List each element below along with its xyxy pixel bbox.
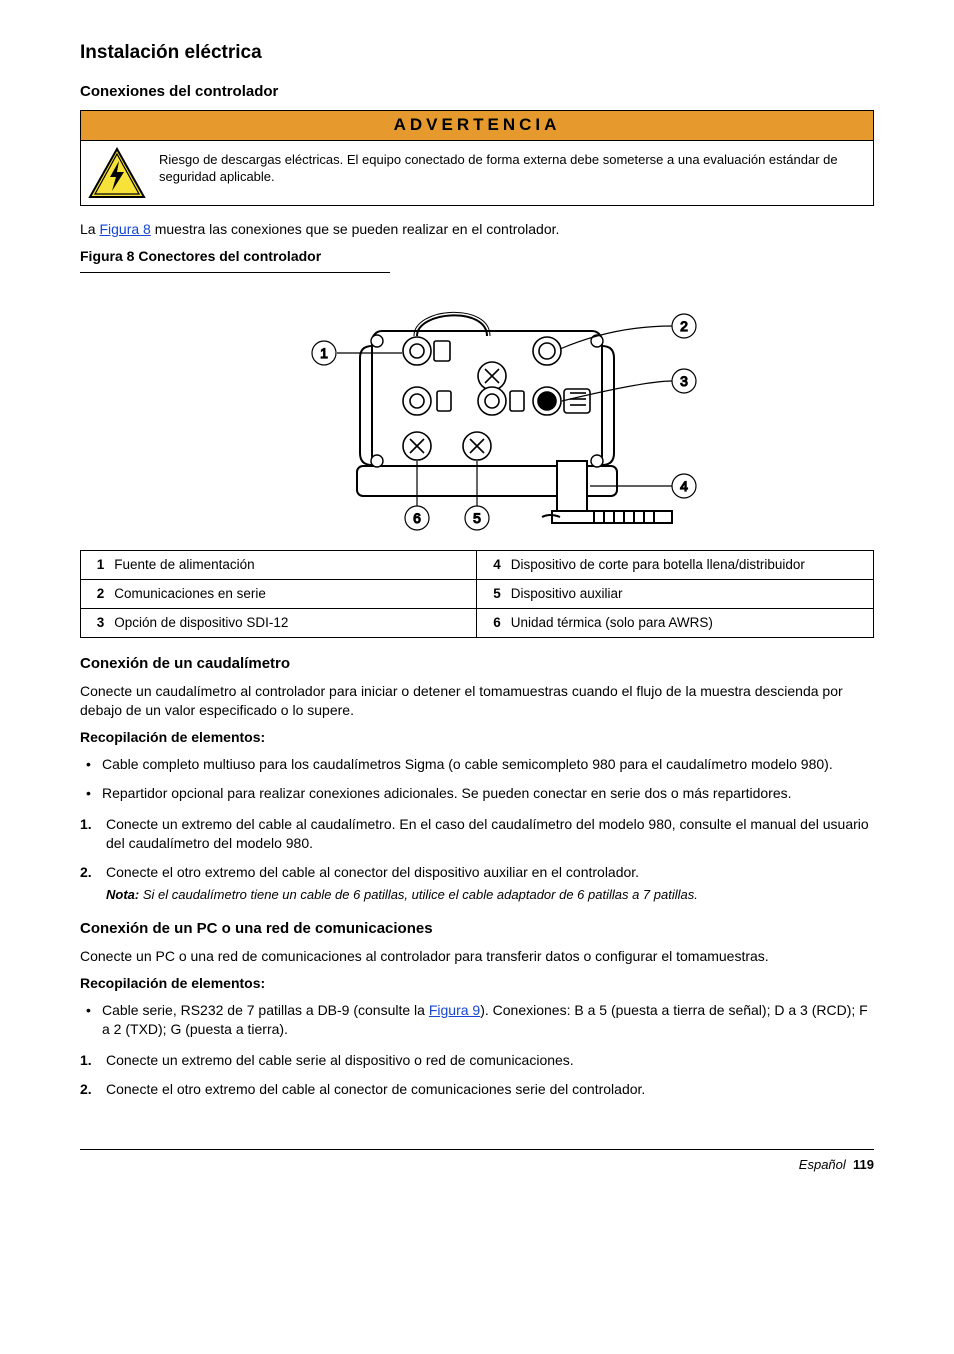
list-item: Conecte el otro extremo del cable al con… [80,1080,874,1099]
footer-language: Español [799,1157,846,1172]
figure-9-link[interactable]: Figura 9 [429,1002,480,1018]
note: Nota: Si el caudalímetro tiene un cable … [106,886,874,904]
svg-text:2: 2 [680,318,688,334]
cell-text: Dispositivo de corte para botella llena/… [501,550,874,579]
figure-8-link[interactable]: Figura 8 [99,221,150,237]
cell-num: 1 [81,550,105,579]
intro-prefix: La [80,221,99,237]
list-item: Conecte el otro extremo del cable al con… [80,863,874,903]
table-row: 1 Fuente de alimentación 4 Dispositivo d… [81,550,874,579]
warning-text: Riesgo de descargas eléctricas. El equip… [153,141,873,205]
figure-8-image: 1 2 3 4 5 6 [80,281,874,536]
cell-num: 6 [477,608,501,637]
footer-page-number: 119 [853,1157,874,1172]
cell-text: Comunicaciones en serie [104,579,477,608]
cell-text: Dispositivo auxiliar [501,579,874,608]
svg-text:1: 1 [320,345,328,361]
svg-text:4: 4 [680,478,688,494]
list-item: Conecte un extremo del cable serie al di… [80,1051,874,1070]
warning-header: ADVERTENCIA [81,111,873,141]
list-item: Conecte un extremo del cable al caudalím… [80,815,874,853]
section2-intro: Conecte un caudalímetro al controlador p… [80,682,874,720]
section-controller-connections-heading: Conexiones del controlador [80,82,874,102]
cell-text: Fuente de alimentación [104,550,477,579]
list-item: Cable completo multiuso para los caudalí… [80,755,874,774]
cell-text: Opción de dispositivo SDI-12 [104,608,477,637]
connector-table: 1 Fuente de alimentación 4 Dispositivo d… [80,550,874,639]
section2-bullets: Cable completo multiuso para los caudalí… [80,755,874,803]
bullet-prefix: Cable serie, RS232 de 7 patillas a DB-9 … [102,1002,429,1018]
page-title: Instalación eléctrica [80,40,874,66]
warning-shock-icon [81,141,153,205]
step-text: Conecte el otro extremo del cable al con… [106,864,639,880]
page-footer: Español 119 [80,1149,874,1174]
figure-title-rule [80,272,390,273]
table-row: 2 Comunicaciones en serie 5 Dispositivo … [81,579,874,608]
list-item: Repartidor opcional para realizar conexi… [80,784,874,803]
section3-collect-label: Recopilación de elementos: [80,974,874,993]
section3-intro: Conecte un PC o una red de comunicacione… [80,947,874,966]
section2-collect-label: Recopilación de elementos: [80,728,874,747]
section2-steps: Conecte un extremo del cable al caudalím… [80,815,874,903]
cell-num: 5 [477,579,501,608]
figure-8-title: Figura 8 Conectores del controlador [80,247,874,266]
svg-text:6: 6 [413,510,421,526]
list-item: Cable serie, RS232 de 7 patillas a DB-9 … [80,1001,874,1039]
section1-intro: La Figura 8 muestra las conexiones que s… [80,220,874,239]
section-flowmeter-heading: Conexión de un caudalímetro [80,654,874,674]
intro-suffix: muestra las conexiones que se pueden rea… [151,221,560,237]
svg-text:5: 5 [473,510,481,526]
svg-text:3: 3 [680,373,688,389]
cell-num: 3 [81,608,105,637]
cell-num: 4 [477,550,501,579]
note-label: Nota: [106,887,139,902]
cell-text: Unidad térmica (solo para AWRS) [501,608,874,637]
section3-steps: Conecte un extremo del cable serie al di… [80,1051,874,1099]
cell-num: 2 [81,579,105,608]
table-row: 3 Opción de dispositivo SDI-12 6 Unidad … [81,608,874,637]
section-pc-heading: Conexión de un PC o una red de comunicac… [80,919,874,939]
note-text: Si el caudalímetro tiene un cable de 6 p… [139,887,698,902]
warning-box: ADVERTENCIA Riesgo de descargas eléctric… [80,110,874,206]
section3-bullets: Cable serie, RS232 de 7 patillas a DB-9 … [80,1001,874,1039]
